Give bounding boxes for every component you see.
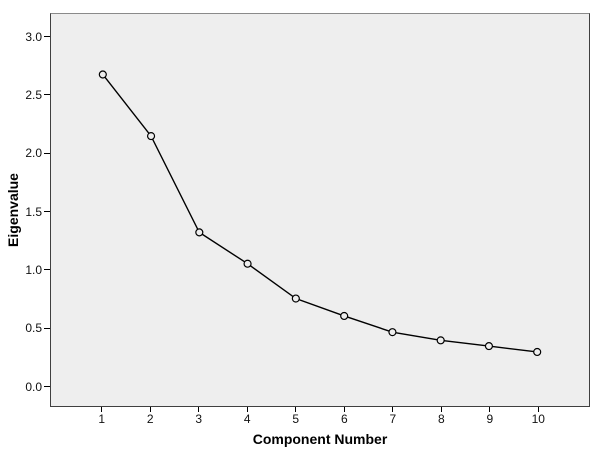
x-tick-mark	[198, 407, 200, 412]
x-tick-label: 7	[389, 412, 397, 426]
x-tick-label: 10	[531, 412, 545, 426]
data-point-marker	[436, 336, 445, 345]
y-tick-mark	[44, 211, 50, 212]
y-tick-label: 2.5	[25, 87, 42, 102]
y-tick-mark	[44, 269, 50, 271]
x-tick-label: 1	[98, 412, 106, 426]
y-tick-mark	[44, 386, 50, 387]
y-tick-mark	[44, 94, 50, 96]
y-tick-label: 0.0	[25, 379, 42, 394]
x-tick-label: 8	[437, 412, 445, 426]
y-tick-mark	[44, 36, 50, 37]
x-tick-mark	[149, 407, 151, 412]
data-point-marker	[388, 328, 397, 337]
data-point-marker	[98, 70, 107, 79]
x-tick-label: 4	[243, 412, 251, 426]
x-tick-mark	[537, 407, 539, 412]
data-point-marker	[195, 228, 204, 237]
data-point-marker	[291, 294, 300, 303]
y-tick-label: 3.0	[25, 29, 42, 44]
x-tick-mark	[343, 407, 345, 412]
plot-area	[50, 13, 590, 407]
y-tick-label: 1.5	[25, 204, 42, 219]
data-point-marker	[146, 131, 156, 141]
x-tick-mark	[101, 407, 103, 412]
x-tick-mark	[392, 407, 394, 412]
y-tick-mark	[44, 152, 50, 154]
data-point-marker	[533, 347, 542, 357]
x-tick-label: 6	[340, 412, 348, 426]
x-tick-label: 9	[486, 412, 494, 426]
eigenvalue-line-series	[98, 70, 542, 357]
y-tick-label: 0.5	[25, 321, 42, 336]
x-tick-mark	[246, 407, 248, 412]
y-tick-label: 2.0	[25, 146, 42, 161]
x-tick-mark	[489, 407, 491, 412]
x-tick-label: 3	[195, 412, 203, 426]
x-tick-mark	[440, 407, 442, 412]
y-tick-label: 1.0	[25, 262, 42, 277]
data-point-marker	[340, 311, 349, 321]
data-point-marker	[484, 342, 494, 351]
y-tick-mark	[44, 327, 50, 329]
x-tick-label: 5	[292, 412, 300, 426]
x-tick-label: 2	[146, 412, 154, 426]
x-tick-mark	[295, 407, 297, 412]
x-axis-title: Component Number	[252, 431, 388, 447]
data-point-marker	[243, 259, 252, 268]
series-line	[102, 74, 538, 353]
